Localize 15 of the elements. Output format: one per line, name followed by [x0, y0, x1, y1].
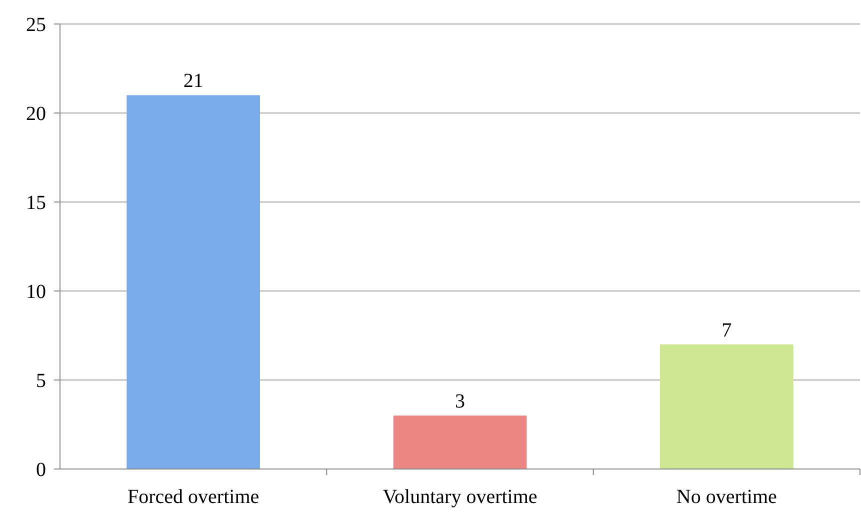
y-tick-label: 15 [26, 192, 46, 214]
data-label: 7 [722, 319, 732, 342]
y-tick-label: 25 [26, 14, 46, 36]
bar [660, 344, 794, 469]
data-label: 21 [183, 70, 204, 92]
y-tick-label: 0 [36, 459, 46, 481]
data-label: 3 [455, 390, 465, 413]
y-tick-label: 20 [26, 103, 46, 125]
bar [393, 416, 527, 469]
x-tick-label: Voluntary overtime [382, 486, 538, 508]
x-tick-label: Forced overtime [128, 486, 260, 508]
x-tick-label: No overtime [676, 486, 778, 508]
bar [126, 95, 260, 469]
y-tick-label: 5 [36, 370, 46, 392]
y-tick-label: 10 [26, 281, 46, 303]
